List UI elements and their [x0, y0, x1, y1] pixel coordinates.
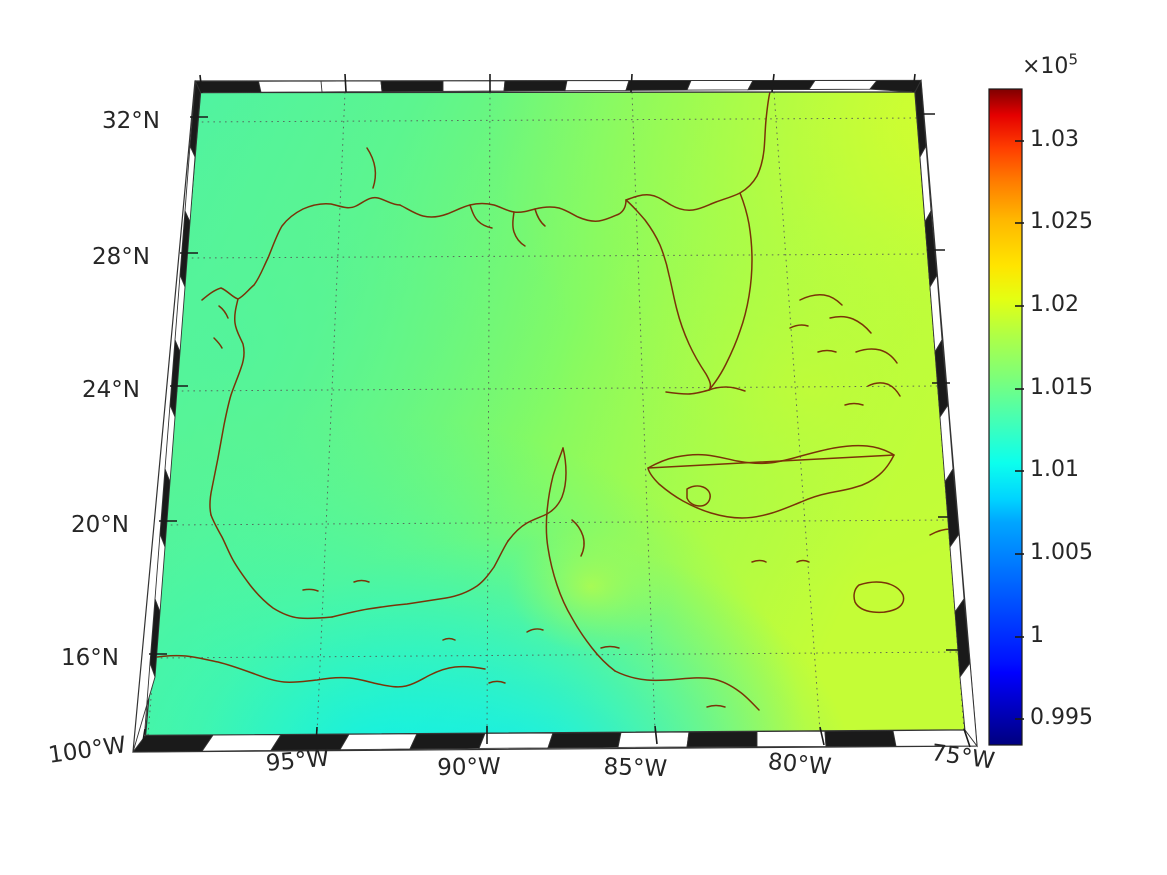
colorbar-tick-label-0995: 0.995 [1030, 705, 1093, 730]
colorbar-tick-label-1015: 1.015 [1030, 375, 1093, 400]
colorbar-tick-label-102: 1.02 [1030, 292, 1079, 317]
colorbar-tick-label-103: 1.03 [1030, 127, 1079, 152]
colorbar-tick-marks [1015, 140, 1024, 720]
lon-tick-marks-top [199, 73, 916, 94]
lat-tick-label-24n: 24°N [82, 377, 140, 403]
map-frame [132, 73, 978, 753]
colorbar-tick-label-101: 1.01 [1030, 457, 1079, 482]
lat-tick-label-20n: 20°N [71, 512, 129, 538]
colorbar-tick-label-1005: 1.005 [1030, 540, 1093, 565]
lon-tick-marks [141, 725, 971, 748]
pressure-field [145, 92, 965, 736]
colorbar-exponent-label: ×105 [1022, 52, 1078, 79]
lon-tick-label-85w: 85°W [603, 754, 668, 783]
colorbar-tick-label-1025: 1.025 [1030, 209, 1093, 234]
colorbar-exponent-power: 5 [1068, 50, 1078, 69]
lon-tick-label-80w: 80°W [766, 749, 833, 781]
colorbar-exponent-base: ×10 [1022, 54, 1069, 79]
lat-tick-label-32n: 32°N [102, 108, 160, 134]
lat-tick-label-28n: 28°N [92, 244, 150, 270]
lat-tick-marks [149, 116, 208, 655]
colorbar[interactable] [988, 88, 1024, 746]
lon-tick-label-90w: 90°W [436, 753, 501, 781]
colorbar-tick-label-1: 1 [1030, 623, 1044, 648]
lon-tick-label-95w: 95°W [264, 745, 331, 777]
lat-tick-marks-right [917, 113, 964, 651]
lat-tick-label-16n: 16°N [61, 645, 119, 671]
